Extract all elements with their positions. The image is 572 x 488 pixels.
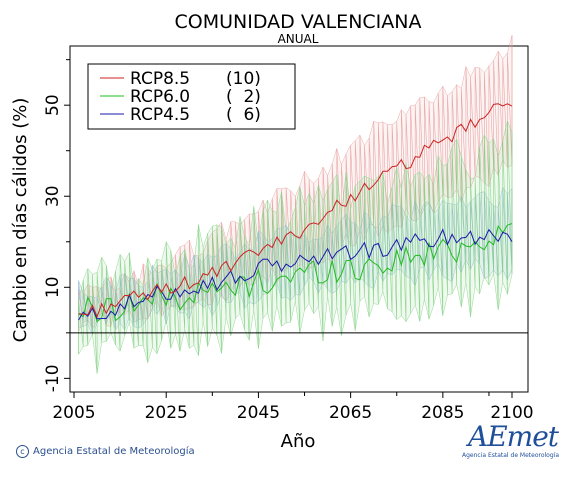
x-tick-label: 2085 <box>421 403 464 423</box>
x-axis-label: Año <box>281 431 316 452</box>
legend-box <box>87 63 296 130</box>
band-outline-rcp60 <box>78 120 513 374</box>
x-tick-label: 2065 <box>329 403 372 423</box>
y-tick-label: 50 <box>43 94 63 116</box>
chart-subtitle: ANUAL <box>278 32 319 46</box>
credit-text: Agencia Estatal de Meteorología <box>33 446 195 457</box>
legend-count-rcp60: ( 2) <box>226 87 261 107</box>
credit-line: c Agencia Estatal de Meteorología <box>16 445 195 458</box>
uncertainty-bands <box>78 35 513 374</box>
x-axis: 2005 2025 2045 2065 2085 2100 <box>52 392 534 423</box>
y-tick-label: 10 <box>43 276 63 298</box>
chart-title: COMUNIDAD VALENCIANA <box>175 11 422 33</box>
aemet-logo: AEmet Agencia Estatal de Meteorología <box>462 420 559 462</box>
legend-count-rcp85: (10) <box>226 69 261 89</box>
logo-wordmark: AEmet <box>468 420 559 453</box>
legend-label-rcp85: RCP8.5 <box>130 69 190 89</box>
y-tick-label: -10 <box>43 364 63 392</box>
series-lines <box>78 103 513 323</box>
series-line-rcp60 <box>78 223 513 323</box>
band-outline-rcp85 <box>78 35 513 332</box>
y-axis: -10 10 30 50 <box>43 59 70 392</box>
x-tick-label: 2025 <box>145 403 188 423</box>
legend-label-rcp45: RCP4.5 <box>130 105 190 125</box>
y-tick-label: 30 <box>43 185 63 207</box>
series-line-rcp85 <box>78 103 513 319</box>
logo-subtitle: Agencia Estatal de Meteorología <box>462 452 559 459</box>
legend: RCP8.5 (10) RCP6.0 ( 2) RCP4.5 ( 6) <box>87 63 296 130</box>
y-axis-label: Cambio en días cálidos (%) <box>10 98 31 343</box>
x-tick-label: 2005 <box>52 403 95 423</box>
x-tick-label: 2100 <box>490 403 533 423</box>
x-tick-label: 2045 <box>237 403 280 423</box>
series-line-rcp45 <box>78 228 513 321</box>
copyright-icon: c <box>16 445 29 458</box>
legend-label-rcp60: RCP6.0 <box>130 87 190 107</box>
legend-count-rcp45: ( 6) <box>226 105 261 125</box>
